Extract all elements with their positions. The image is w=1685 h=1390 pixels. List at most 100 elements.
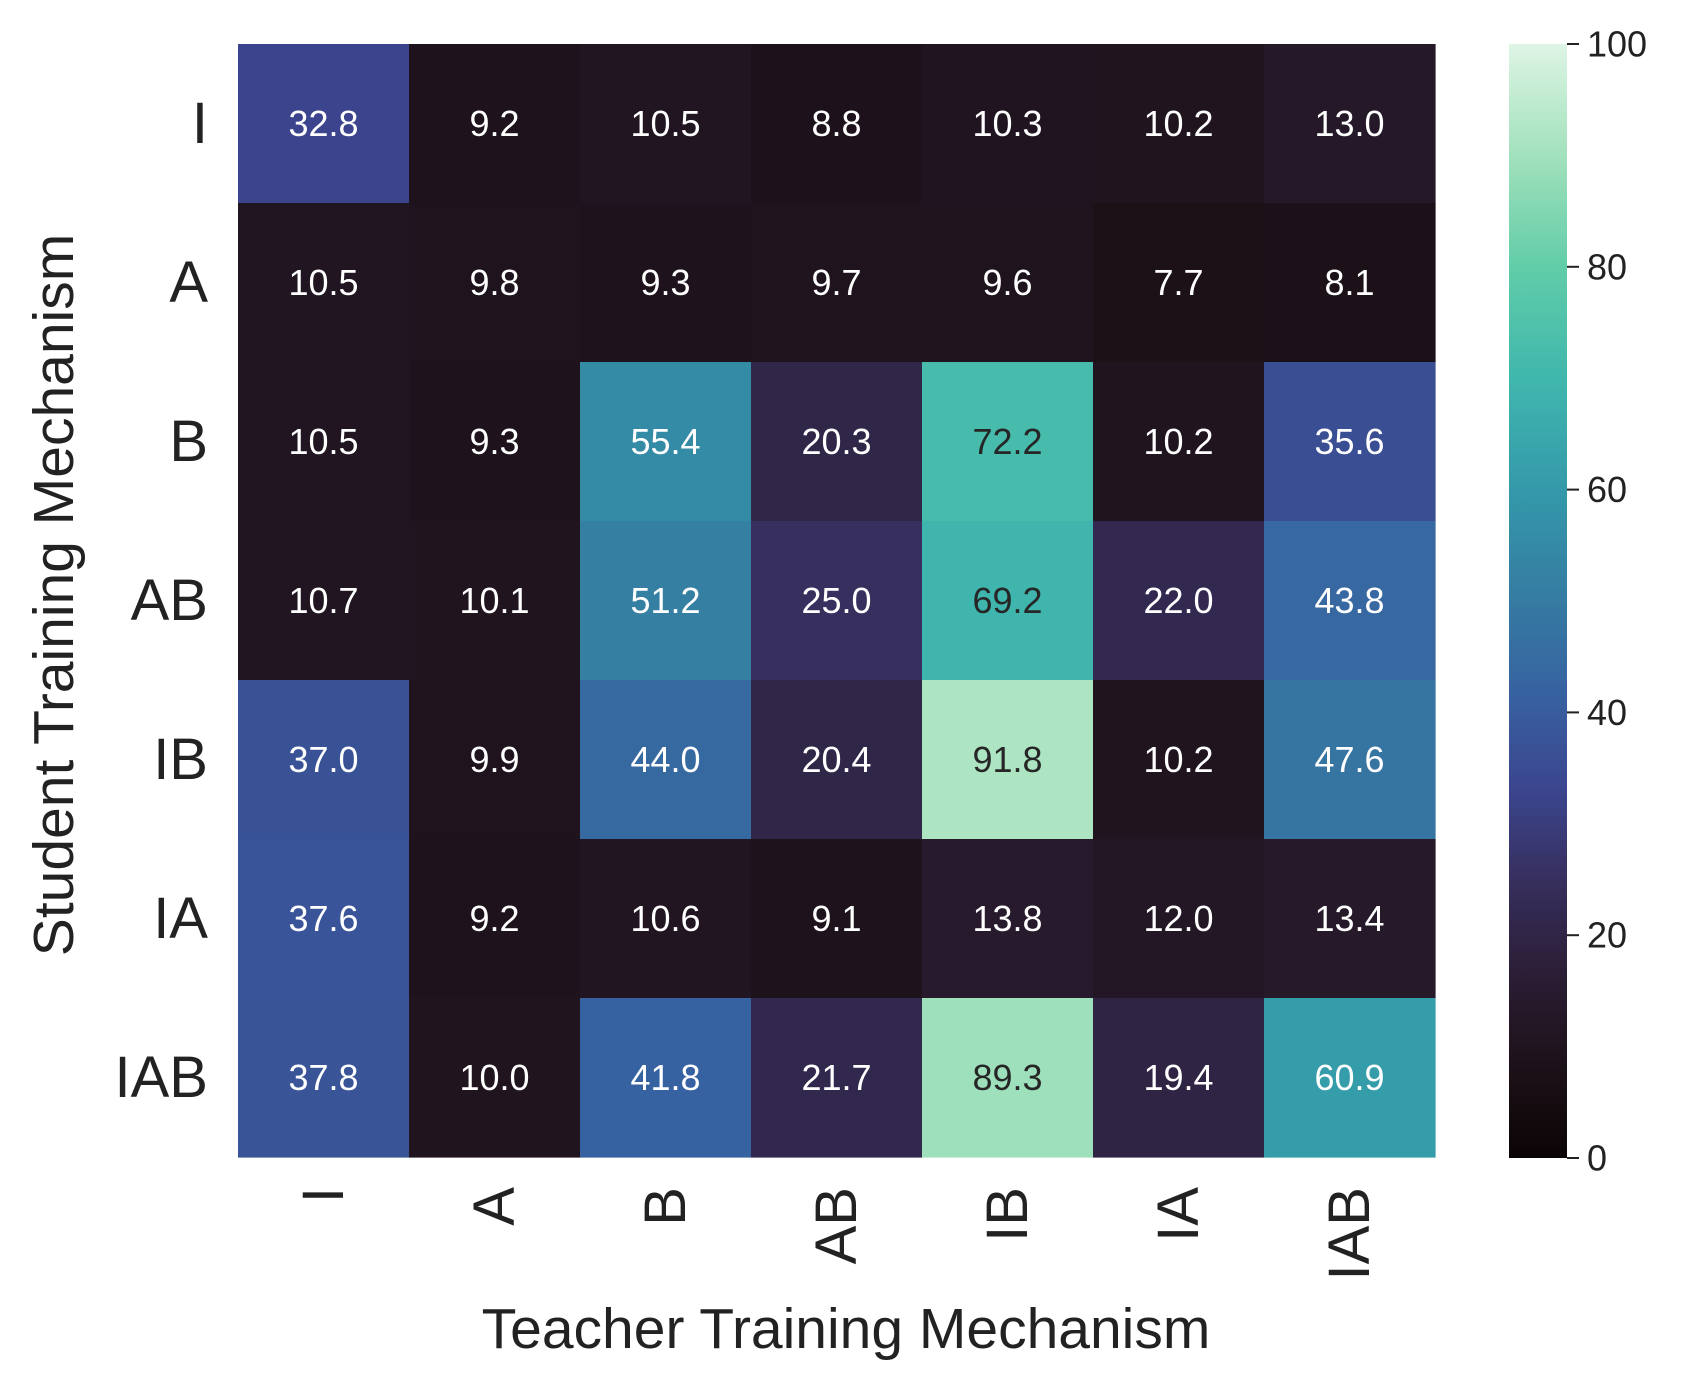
heatmap-cell — [922, 203, 1094, 363]
heatmap-cell — [238, 362, 410, 522]
heatmap-cell — [1264, 362, 1436, 522]
x-tick-label: I — [291, 1187, 356, 1203]
heatmap-cell — [238, 680, 410, 840]
heatmap-cell — [580, 203, 752, 363]
cell-value-label: 10.5 — [288, 262, 358, 303]
y-tick-label: B — [169, 409, 208, 474]
cell-value-label: 89.3 — [972, 1057, 1042, 1098]
heatmap-cell — [1093, 362, 1265, 522]
x-tick-label: IAB — [1317, 1187, 1382, 1281]
heatmap-cell — [1264, 680, 1436, 840]
cell-value-label: 9.1 — [811, 898, 861, 939]
cell-value-label: 44.0 — [630, 739, 700, 780]
cell-value-label: 25.0 — [801, 580, 871, 621]
x-tick-label: AB — [804, 1187, 869, 1264]
cell-value-label: 10.7 — [288, 580, 358, 621]
y-tick-label: AB — [131, 568, 208, 633]
heatmap-cell — [1093, 839, 1265, 999]
y-tick-label: I — [192, 91, 208, 156]
cell-value-label: 9.2 — [469, 898, 519, 939]
heatmap-cell — [1093, 680, 1265, 840]
heatmap-cell — [1093, 998, 1265, 1158]
heatmap-cell — [409, 362, 581, 522]
heatmap-cell — [922, 998, 1094, 1158]
heatmap-cell — [922, 839, 1094, 999]
heatmap-cell — [751, 44, 923, 204]
heatmap-cell — [922, 362, 1094, 522]
cell-value-label: 19.4 — [1143, 1057, 1213, 1098]
cell-value-label: 55.4 — [630, 421, 700, 462]
colorbar-tick-label: 100 — [1587, 24, 1647, 65]
heatmap-cell — [751, 521, 923, 681]
cell-value-label: 9.8 — [469, 262, 519, 303]
cell-value-label: 21.7 — [801, 1057, 871, 1098]
cell-value-label: 8.8 — [811, 103, 861, 144]
x-tick-label: A — [462, 1187, 527, 1226]
heatmap-cell — [922, 521, 1094, 681]
heatmap-cell — [922, 44, 1094, 204]
heatmap-cell — [1264, 839, 1436, 999]
heatmap-cell — [580, 998, 752, 1158]
cell-value-label: 69.2 — [972, 580, 1042, 621]
heatmap-cell — [580, 362, 752, 522]
colorbar-tick-label: 40 — [1587, 692, 1627, 733]
heatmap-cell — [409, 839, 581, 999]
cell-value-label: 60.9 — [1314, 1057, 1384, 1098]
heatmap-cell — [580, 44, 752, 204]
y-tick-label: A — [169, 250, 208, 315]
heatmap-cell — [409, 521, 581, 681]
cell-value-label: 9.2 — [469, 103, 519, 144]
cell-value-label: 10.0 — [459, 1057, 529, 1098]
cell-value-label: 8.1 — [1324, 262, 1374, 303]
x-tick-label: B — [633, 1187, 698, 1226]
heatmap-cell — [580, 680, 752, 840]
heatmap-cell — [751, 839, 923, 999]
cell-value-label: 9.3 — [469, 421, 519, 462]
heatmap-cell — [238, 998, 410, 1158]
heatmap-cell — [238, 203, 410, 363]
cell-value-label: 35.6 — [1314, 421, 1384, 462]
heatmap-cell — [751, 362, 923, 522]
cell-value-label: 72.2 — [972, 421, 1042, 462]
heatmap-cell — [409, 44, 581, 204]
heatmap-cell — [751, 203, 923, 363]
x-tick-labels: I A B AB IB IA IAB — [291, 1187, 1382, 1281]
heatmap-cell — [1264, 998, 1436, 1158]
cell-value-label: 10.1 — [459, 580, 529, 621]
cell-value-label: 7.7 — [1153, 262, 1203, 303]
heatmap-cell — [751, 680, 923, 840]
heatmap-cell — [409, 998, 581, 1158]
x-axis-title: Teacher Training Mechanism — [482, 1297, 1211, 1361]
colorbar-tick-label: 80 — [1587, 246, 1627, 287]
cell-value-label: 10.2 — [1143, 739, 1213, 780]
y-tick-label: IAB — [115, 1045, 209, 1110]
heatmap-cell — [1264, 521, 1436, 681]
y-tick-label: IB — [153, 727, 208, 792]
cell-value-label: 37.0 — [288, 739, 358, 780]
cell-value-label: 10.2 — [1143, 421, 1213, 462]
cell-value-label: 41.8 — [630, 1057, 700, 1098]
cell-value-label: 10.6 — [630, 898, 700, 939]
heatmap-cell — [1264, 203, 1436, 363]
heatmap-cell — [409, 203, 581, 363]
cell-value-label: 37.8 — [288, 1057, 358, 1098]
colorbar-ticks: 0 20 40 60 80 100 — [1567, 24, 1647, 1179]
cell-value-label: 9.9 — [469, 739, 519, 780]
heatmap-cell — [580, 521, 752, 681]
colorbar-tick-label: 0 — [1587, 1138, 1607, 1179]
cell-value-label: 32.8 — [288, 103, 358, 144]
cell-value-label: 10.5 — [288, 421, 358, 462]
cell-value-label: 47.6 — [1314, 739, 1384, 780]
heatmap-cell — [409, 680, 581, 840]
heatmap-cell — [751, 998, 923, 1158]
heatmap-cell — [1093, 203, 1265, 363]
y-axis-title: Student Training Mechanism — [22, 234, 86, 956]
cell-value-label: 51.2 — [630, 580, 700, 621]
colorbar — [1509, 44, 1567, 1158]
cell-value-label: 20.4 — [801, 739, 871, 780]
heatmap-cell — [238, 521, 410, 681]
cell-value-label: 9.6 — [982, 262, 1032, 303]
cell-value-label: 10.5 — [630, 103, 700, 144]
heatmap-cell — [238, 839, 410, 999]
